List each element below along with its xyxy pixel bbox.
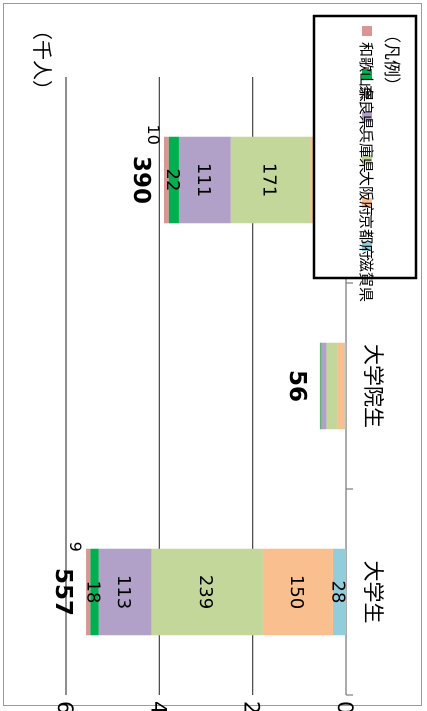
bar-segment: [321, 342, 327, 430]
bar-segment: [337, 342, 345, 430]
legend-swatch: [362, 198, 372, 208]
legend-swatch: [362, 69, 372, 79]
bar-segment: [164, 136, 169, 224]
legend-label: 奈良県: [357, 85, 375, 130]
segment-label: 22: [162, 169, 183, 192]
segment-label: 28: [327, 581, 348, 604]
segment-label: 9: [66, 542, 85, 552]
legend-label: 兵庫県: [357, 128, 375, 173]
bar-segment: [168, 136, 179, 224]
category-label: 大学院生: [361, 344, 385, 428]
y-tick-label: 400: [146, 701, 170, 711]
legend-label: 和歌山県: [357, 42, 375, 102]
y-tick-label: 0: [333, 701, 357, 711]
bar-segment: [98, 548, 152, 636]
y-tick-label: 600: [53, 701, 77, 711]
bar-segment: [230, 136, 311, 224]
segment-label: 150: [286, 575, 307, 609]
total-labels: 557 56 390: [50, 156, 310, 616]
segment-label: 10: [144, 125, 163, 145]
segment-label: 113: [113, 575, 134, 609]
bar-segment: [178, 136, 231, 224]
legend-swatch: [362, 241, 372, 251]
total-label: 557: [50, 568, 76, 616]
chart-frame: [3, 3, 422, 706]
segment-label: 111: [193, 163, 214, 197]
legend-swatch: [362, 155, 372, 165]
total-label: 390: [128, 156, 154, 204]
legend-label: 京都府: [357, 214, 375, 259]
segment-label: 239: [195, 575, 216, 609]
unit-label: （千人）: [30, 20, 54, 100]
bar-segment: [344, 342, 346, 430]
y-tick-labels: 0 200 400 600: [53, 701, 357, 711]
segment-label: 18: [82, 581, 103, 604]
segment-label: 171: [259, 163, 280, 197]
bar-segment: [326, 342, 338, 430]
y-tick-label: 200: [240, 701, 264, 711]
legend-swatch: [362, 112, 372, 122]
category-label: 大学生: [361, 561, 385, 624]
bars: [86, 136, 346, 636]
bar-segment: [332, 548, 346, 636]
bar-segment: [151, 548, 263, 636]
bar-segment: [86, 548, 91, 636]
bar-segment: [262, 548, 333, 636]
total-label: 56: [284, 370, 310, 402]
legend-box: [312, 14, 418, 280]
bar-segment: [320, 342, 322, 430]
legend-swatch: [362, 26, 372, 36]
legend-label: 滋賀県: [357, 257, 375, 302]
bar-segment: [90, 548, 99, 636]
legend-title: （凡例）: [381, 26, 401, 94]
legend-label: 大阪府: [357, 171, 375, 216]
